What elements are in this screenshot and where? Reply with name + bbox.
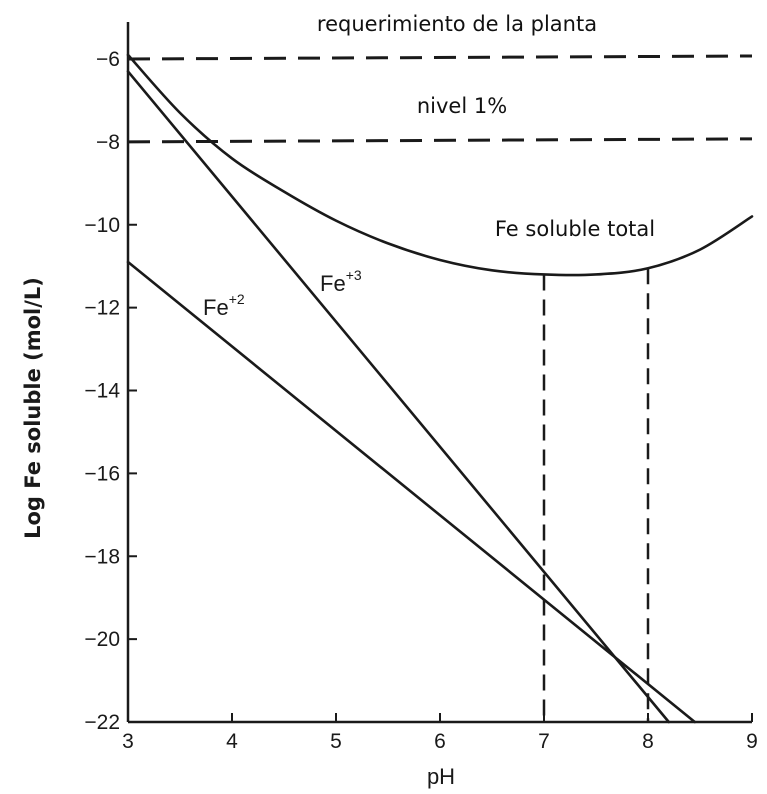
reference-line-horizontal [127,54,753,61]
series-line-fe3 [126,70,671,724]
axes [126,22,752,724]
x-tick-label: 4 [226,730,238,753]
annotation-nivel: nivel 1% [417,94,507,118]
y-tick-label: −14 [84,380,120,403]
series-label-fe3-base: Fe [320,271,346,296]
series-label-fe2-sup: +2 [229,291,245,307]
series-label-fe3: Fe+3 [320,267,362,296]
y-tick-label: −6 [96,48,120,71]
y-tick-label: −12 [84,297,120,320]
annotation-requerimiento: requerimiento de la planta [317,12,597,36]
y-tick-label: −8 [96,131,120,154]
y-tick-label: −20 [84,628,120,651]
x-axis-title: pH [427,764,455,789]
x-tick-label: 7 [538,730,550,753]
x-tick-label: 3 [122,730,134,753]
y-tick-label: −18 [84,545,120,568]
series-label-fe-total: Fe soluble total [495,217,655,241]
y-tick-label: −16 [84,462,120,485]
x-tick-label: 9 [746,730,758,753]
series-label-fe2: Fe+2 [203,291,245,320]
x-tick-label: 5 [330,730,342,753]
curve-label-gap [455,251,591,262]
series-label-fe3-sup: +3 [346,267,362,283]
reference-line-horizontal [127,137,753,144]
x-tick-label: 6 [434,730,446,753]
series-line-fe-total [126,53,754,277]
x-tick-label: 8 [642,730,654,753]
series-lines [126,53,754,724]
y-tick-label: −10 [84,214,120,237]
ticks: 3 4 5 6 7 8 9 −6 −8 −10 −12 −14 −16 −18 −20 −22 [84,48,757,753]
y-axis-title: Log Fe soluble (mol/L) [21,277,45,539]
y-tick-label: −22 [84,711,120,734]
series-line-fe2 [126,260,697,724]
series-label-fe2-base: Fe [203,295,229,320]
reference-lines [127,54,753,722]
